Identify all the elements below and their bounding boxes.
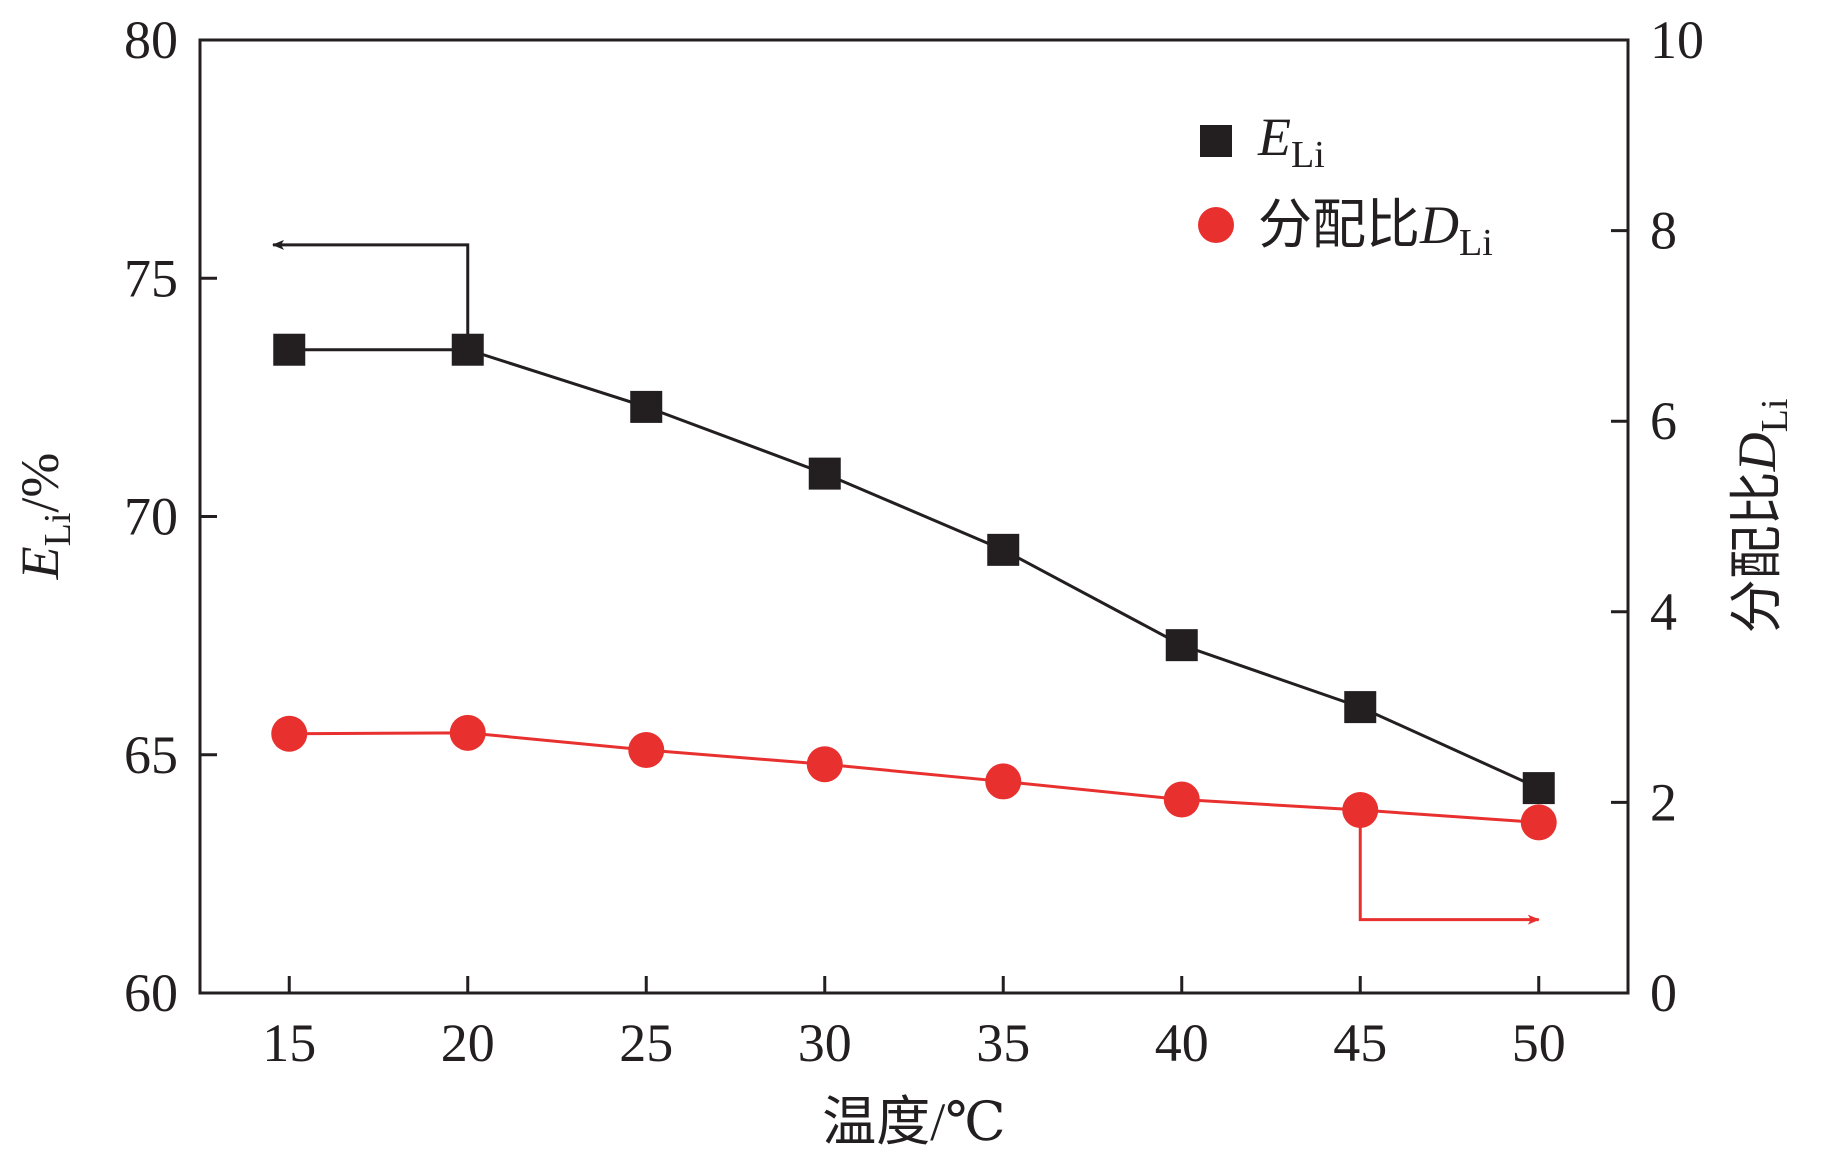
data-point-circle <box>985 763 1022 800</box>
data-point-square <box>1522 772 1555 805</box>
data-point-circle <box>1520 804 1557 841</box>
x-axis-title: 温度/℃ <box>822 1092 1005 1152</box>
legend: ELi 分配比DLi <box>1198 107 1493 264</box>
y-tick-label: 60 <box>124 963 178 1023</box>
series-line-1 <box>289 731 1539 824</box>
data-point-square <box>273 333 306 366</box>
data-point-square <box>630 390 663 423</box>
y2-tick-label: 4 <box>1650 582 1677 642</box>
data-point-circle <box>449 714 486 751</box>
data-point-square <box>1344 691 1377 724</box>
y2-tick-label: 2 <box>1650 772 1677 832</box>
series-line-0 <box>289 348 1540 790</box>
y-tick-label: 65 <box>124 725 178 785</box>
y2-tick-label: 10 <box>1650 10 1704 70</box>
data-point-circle <box>806 746 843 783</box>
y-tick-label: 75 <box>124 248 178 308</box>
left-axis-title: ELi/% <box>10 453 79 581</box>
x-tick-label: 25 <box>619 1013 673 1073</box>
right-axis-arrow <box>1358 810 1540 925</box>
x-tick-label: 15 <box>262 1013 316 1073</box>
y-tick-label: 70 <box>124 487 178 547</box>
data-point-circle <box>1163 781 1200 818</box>
legend-label-d-li: 分配比DLi <box>1258 195 1493 264</box>
x-tick-label: 40 <box>1155 1013 1209 1073</box>
data-point-square <box>1165 629 1198 662</box>
legend-marker-circle <box>1198 207 1234 243</box>
data-point-square <box>987 533 1020 566</box>
series-layer <box>271 333 1557 841</box>
y-tick-label: 80 <box>124 10 178 70</box>
legend-label-e-li: ELi <box>1257 107 1325 176</box>
y2-tick-label: 6 <box>1650 391 1677 451</box>
left-axis-arrow <box>272 239 470 350</box>
x-tick-label: 30 <box>798 1013 852 1073</box>
right-axis-title: 分配比DLi <box>1727 399 1796 634</box>
x-tick-label: 20 <box>441 1013 495 1073</box>
x-tick-label: 35 <box>976 1013 1030 1073</box>
legend-marker-square <box>1200 125 1232 157</box>
y2-tick-label: 8 <box>1650 201 1677 261</box>
data-point-circle <box>628 731 665 768</box>
data-point-circle <box>271 715 308 752</box>
axes-layer: 15 20 25 30 35 40 45 50 60 65 70 75 80 0 2 4 6 8 10 <box>124 10 1704 1073</box>
y2-tick-label: 0 <box>1650 963 1677 1023</box>
plot-area-frame <box>198 38 1630 995</box>
x-tick-label: 45 <box>1333 1013 1387 1073</box>
x-tick-label: 50 <box>1512 1013 1566 1073</box>
data-point-square <box>808 457 841 490</box>
